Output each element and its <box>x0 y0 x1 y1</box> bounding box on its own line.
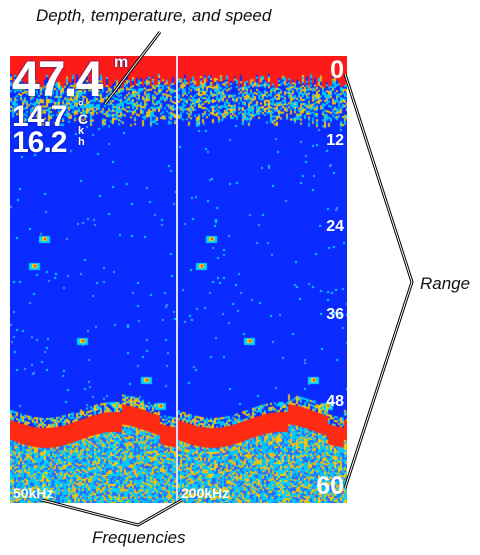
depth-readout: 47.4 <box>12 56 103 107</box>
range-label-0: 0 <box>330 56 344 84</box>
speed-unit: k h <box>78 126 85 148</box>
frequencies-callout: Frequencies <box>92 528 186 547</box>
range-bracket <box>343 73 414 489</box>
split-screen-divider <box>176 56 178 503</box>
range-label-12: 12 <box>326 132 344 149</box>
range-label-24: 24 <box>326 218 344 235</box>
temperature-unit: ° C <box>78 98 89 127</box>
sonar-screen: 47.4 m 14.7 ° C 16.2 k h 0 12 24 36 48 6… <box>10 56 347 503</box>
temperature-unit-letter: C <box>78 111 89 127</box>
temperature-readout: 14.7 <box>12 100 67 133</box>
depth-temp-speed-callout: Depth, temperature, and speed <box>36 6 272 25</box>
frequency-label-200khz: 200kHz <box>181 485 230 501</box>
frequency-label-50khz: 50kHz <box>13 485 54 501</box>
sonar-display <box>10 56 347 503</box>
top-leader-line <box>103 31 162 105</box>
temperature-unit-degree: ° <box>78 98 84 114</box>
range-label-60: 60 <box>316 472 344 500</box>
range-callout: Range <box>420 274 471 293</box>
range-label-36: 36 <box>326 306 344 323</box>
speed-readout: 16.2 <box>12 126 67 159</box>
speed-unit-bottom: h <box>78 136 85 148</box>
speed-unit-top: k <box>78 125 85 137</box>
range-label-48: 48 <box>326 393 344 410</box>
depth-unit: m <box>114 56 129 71</box>
frequencies-bracket <box>41 498 183 527</box>
